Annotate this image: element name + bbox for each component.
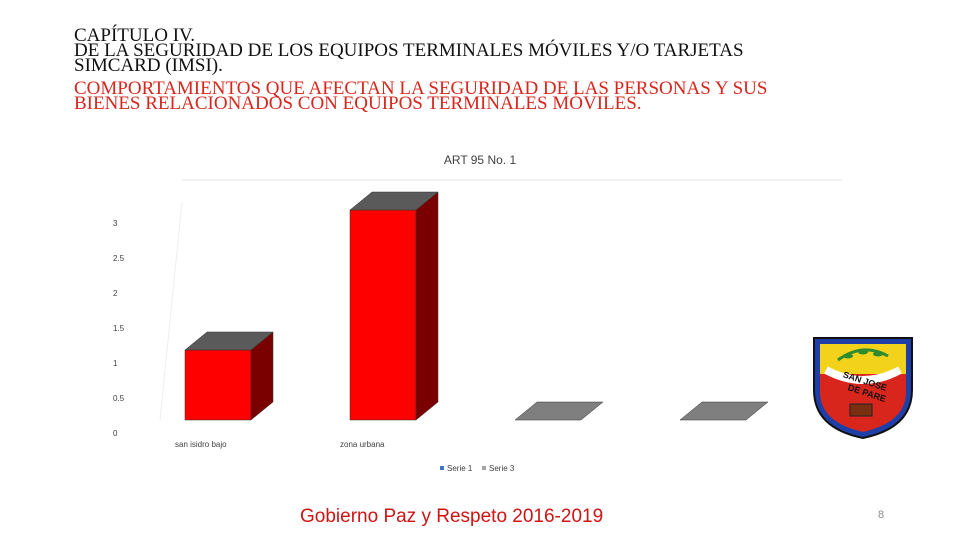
bar-side <box>415 191 439 421</box>
chapter-subtitle-line2: SIMCARD (IMSI). <box>74 55 223 76</box>
y-tick-label: 0 <box>113 429 118 438</box>
legend-swatch <box>440 466 444 470</box>
y-tick-label: 3 <box>113 219 118 228</box>
legend-label: Serie 3 <box>489 464 515 473</box>
bar-front <box>349 209 417 421</box>
section-title-line2: BIENES RELACIONADOS CON EQUIPOS TERMINAL… <box>74 93 642 114</box>
bar-zero-base <box>514 401 604 421</box>
bar-top <box>349 191 439 211</box>
x-category-label: san isidro bajo <box>175 440 227 449</box>
slide-heading: CAPÍTULO IV. DE LA SEGURIDAD DE LOS EQUI… <box>74 25 874 114</box>
y-tick-label: 2.5 <box>113 254 125 263</box>
chapter-subtitle-line1: DE LA SEGURIDAD DE LOS EQUIPOS TERMINALE… <box>74 40 744 61</box>
y-tick-label: 1 <box>113 359 118 368</box>
y-tick-label: 0.5 <box>113 394 125 403</box>
section-title-line1: COMPORTAMIENTOS QUE AFECTAN LA SEGURIDAD… <box>74 78 768 99</box>
san-jose-de-pare-logo: SAN JOSE DE PARE <box>813 337 913 440</box>
bar-zero-base <box>679 401 769 421</box>
x-category-label: zona urbana <box>340 440 385 449</box>
depth-guide <box>159 201 183 421</box>
page-number: 8 <box>878 509 885 521</box>
y-tick-label: 2 <box>113 289 118 298</box>
bar-front <box>184 349 252 421</box>
legend-label: Serie 1 <box>447 464 473 473</box>
chart-title: ART 95 No. 1 <box>444 153 517 167</box>
chapter-title: CAPÍTULO IV. <box>74 25 196 46</box>
legend-swatch <box>482 466 486 470</box>
bar-top <box>184 331 274 351</box>
y-tick-label: 1.5 <box>113 324 125 333</box>
footer-text: Gobierno Paz y Respeto 2016-2019 <box>300 506 604 527</box>
